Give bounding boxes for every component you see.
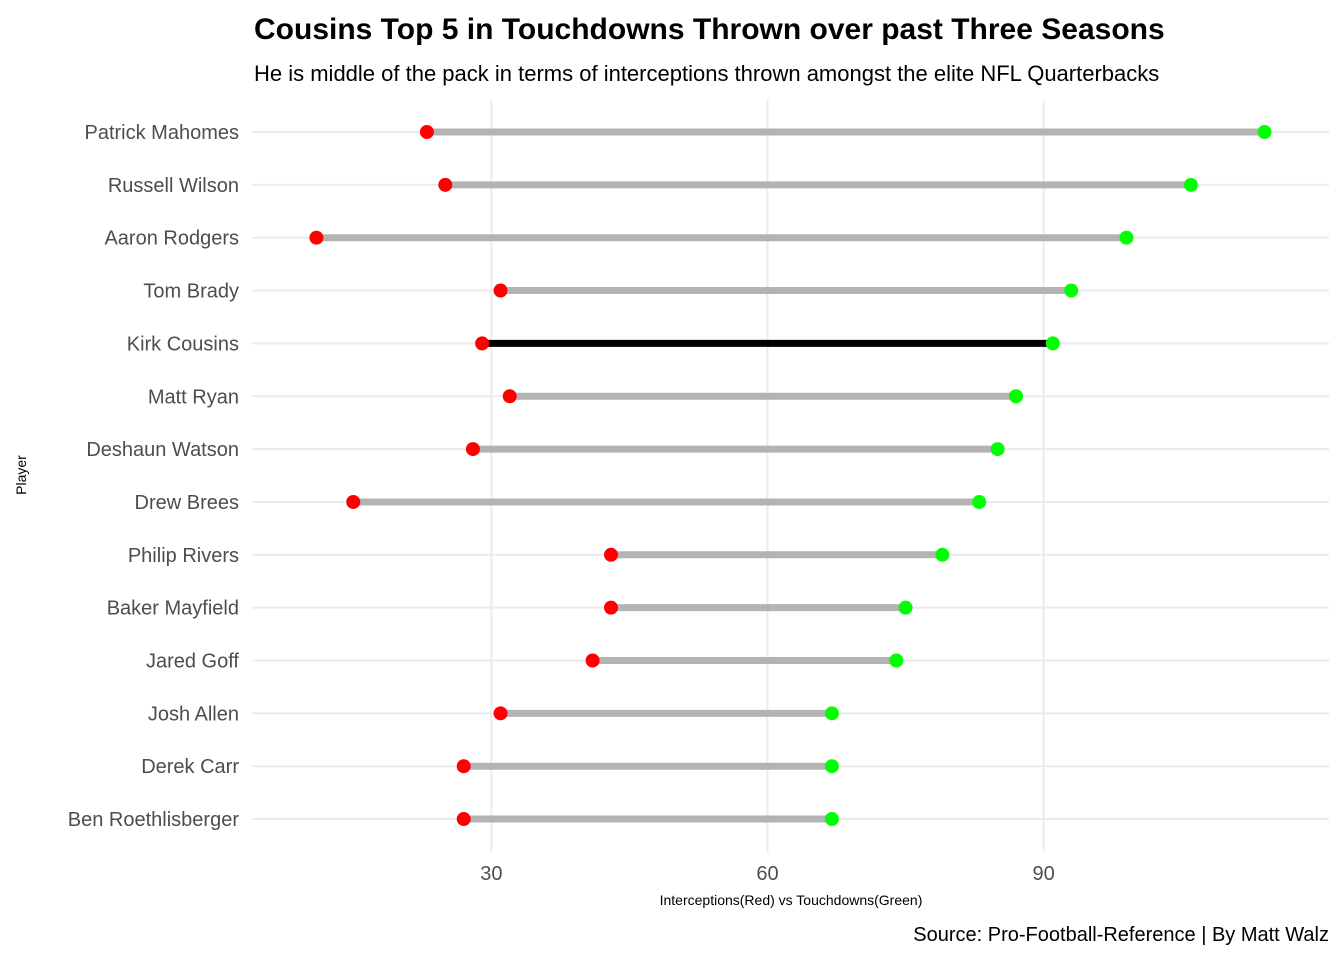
interception-point xyxy=(465,442,480,457)
interception-point xyxy=(419,125,434,139)
touchdown-point xyxy=(1119,230,1134,245)
interception-point xyxy=(346,494,361,509)
touchdown-point xyxy=(990,442,1005,457)
interception-point xyxy=(309,230,324,245)
y-tick-label: Derek Carr xyxy=(141,756,239,778)
y-tick-label: Matt Ryan xyxy=(148,386,239,408)
interception-point xyxy=(456,812,471,827)
dumbbell-segments xyxy=(316,128,1265,823)
touchdown-point xyxy=(889,653,904,668)
dumbbell-points xyxy=(309,125,1272,827)
chart-title: Cousins Top 5 in Touchdowns Thrown over … xyxy=(254,13,1165,46)
touchdown-point xyxy=(898,600,913,615)
touchdown-point xyxy=(1064,283,1079,298)
y-tick-label: Deshaun Watson xyxy=(86,439,239,461)
y-tick-label: Russell Wilson xyxy=(108,175,239,197)
x-tick-label: 90 xyxy=(1033,863,1055,885)
gridlines xyxy=(252,100,1329,852)
touchdown-point xyxy=(1045,336,1060,351)
interception-point xyxy=(604,547,618,562)
chart-subtitle: He is middle of the pack in terms of int… xyxy=(254,61,1159,86)
touchdown-point xyxy=(935,547,950,562)
interception-point xyxy=(475,336,490,351)
x-tick-label: 30 xyxy=(480,863,502,885)
y-tick-label: Philip Rivers xyxy=(128,545,239,567)
y-tick-label: Kirk Cousins xyxy=(127,333,239,355)
interception-point xyxy=(493,706,508,721)
y-tick-label: Josh Allen xyxy=(148,703,239,725)
interception-point xyxy=(604,600,618,615)
y-tick-label: Aaron Rodgers xyxy=(104,228,239,250)
interception-point xyxy=(438,177,453,192)
touchdown-point xyxy=(1183,177,1198,192)
touchdown-point xyxy=(824,759,839,774)
y-tick-label: Drew Brees xyxy=(135,492,239,514)
x-tick-label: 60 xyxy=(756,863,778,885)
touchdown-point xyxy=(1257,125,1272,139)
y-tick-label: Ben Roethlisberger xyxy=(68,809,240,831)
touchdown-point xyxy=(1009,389,1024,404)
y-tick-label: Patrick Mahomes xyxy=(85,122,240,144)
touchdown-point xyxy=(824,706,839,721)
x-axis-title: Interceptions(Red) vs Touchdowns(Green) xyxy=(660,892,923,908)
y-tick-label: Baker Mayfield xyxy=(107,598,239,620)
x-tick-labels: 30 60 90 xyxy=(480,863,1055,885)
interception-point xyxy=(502,389,517,404)
interception-point xyxy=(456,759,471,774)
touchdown-point xyxy=(824,812,839,827)
y-tick-labels: Patrick Mahomes Russell Wilson Aaron Rodge… xyxy=(68,122,240,831)
y-tick-label: Tom Brady xyxy=(143,281,239,303)
chart-caption: Source: Pro-Football-Reference | By Matt… xyxy=(913,924,1329,946)
interception-point xyxy=(585,653,600,668)
y-tick-label: Jared Goff xyxy=(146,651,239,673)
interception-point xyxy=(493,283,508,298)
y-axis-title: Player xyxy=(13,455,29,495)
touchdown-point xyxy=(972,494,987,509)
